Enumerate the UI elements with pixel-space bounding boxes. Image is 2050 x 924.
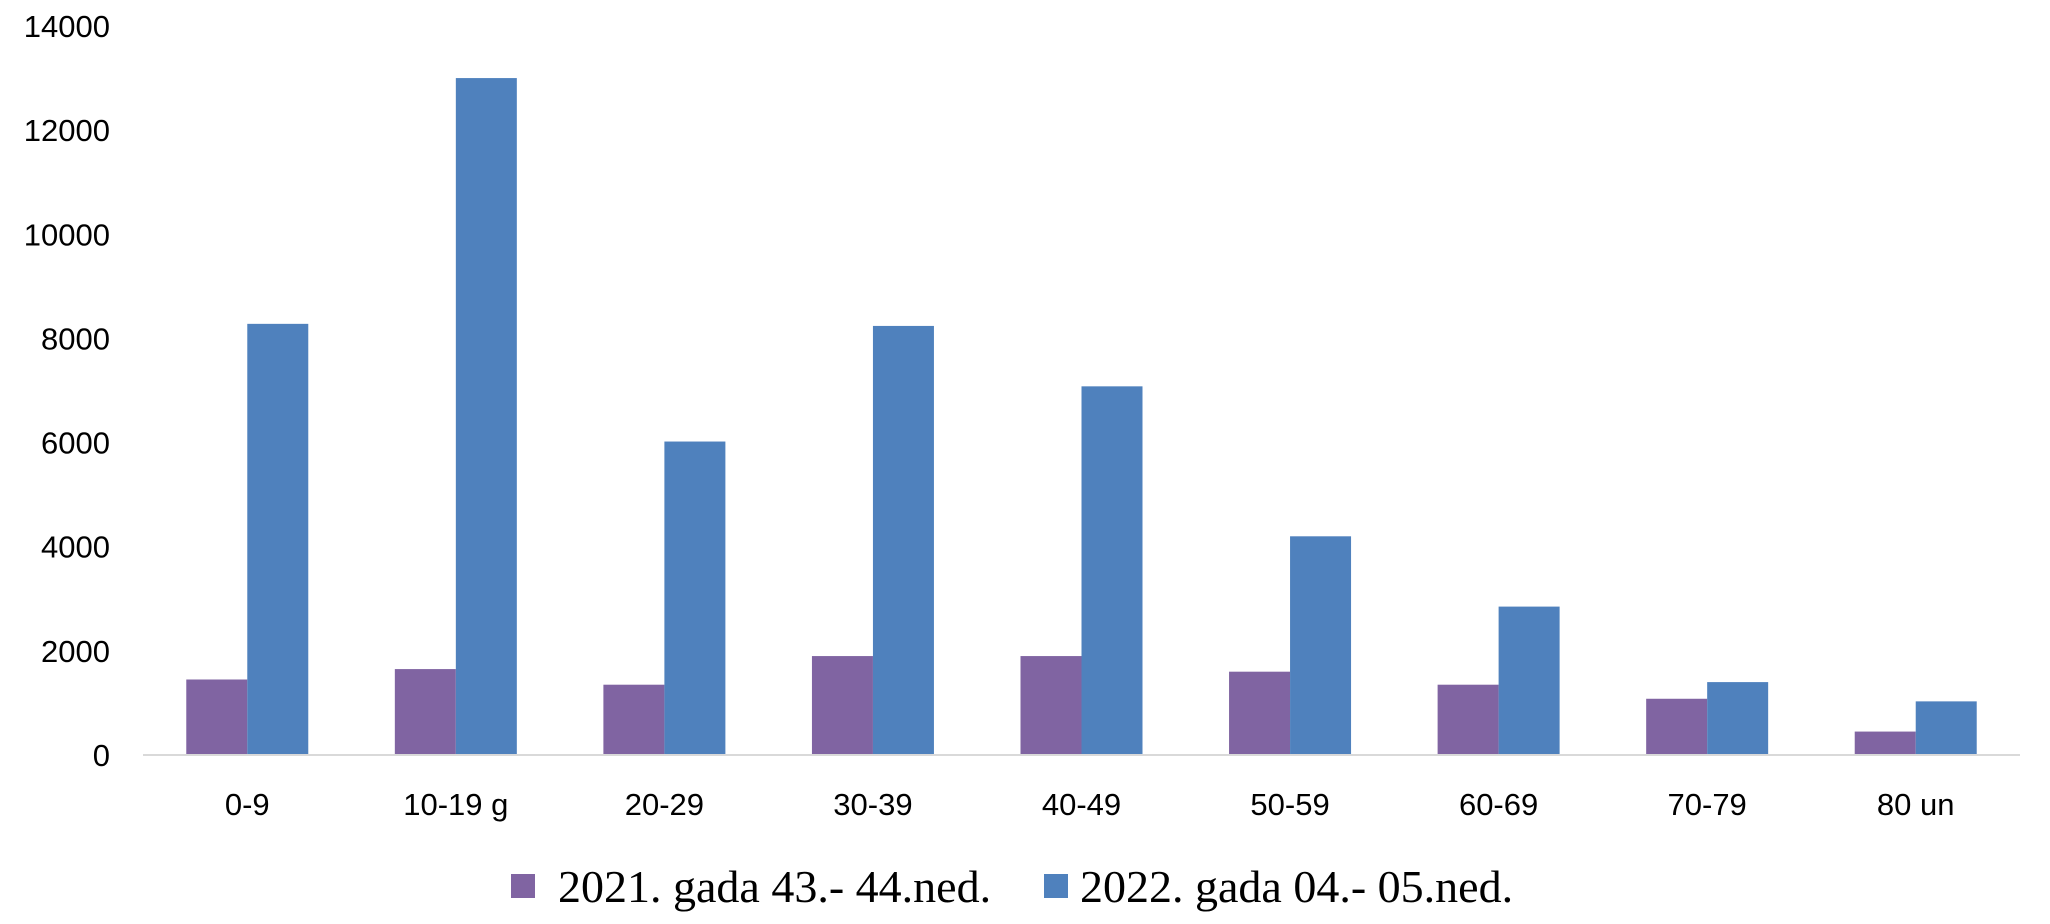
x-tick-label: 80 un [1877, 787, 1955, 822]
bar-series1-40-49 [1020, 656, 1082, 755]
bar-series1-20-29 [603, 684, 665, 755]
y-tick-label: 0 [93, 738, 110, 773]
x-tick-label: 40-49 [1042, 787, 1121, 822]
y-tick-label: 14000 [24, 9, 110, 44]
bar-series1-70-79 [1646, 698, 1708, 755]
x-tick-label: 50-59 [1250, 787, 1329, 822]
y-tick-label: 6000 [41, 426, 110, 461]
bar-series1-0-9 [186, 679, 248, 755]
legend-label: 2021. gada 43.- 44.ned. [558, 861, 991, 912]
bar-series2-30-39 [872, 325, 934, 755]
bar-series2-40-49 [1081, 386, 1143, 755]
y-axis-ticks: 0 2000 4000 6000 8000 10000 12000 14000 [24, 9, 110, 773]
bar-series2-60-69 [1498, 606, 1560, 755]
bars [186, 78, 1977, 756]
x-tick-label: 0-9 [225, 787, 270, 822]
x-tick-label: 20-29 [625, 787, 704, 822]
x-tick-label: 10-19 g [403, 787, 508, 822]
legend-swatch [1044, 874, 1068, 898]
y-tick-label: 4000 [41, 530, 110, 565]
bar-series2-20-29 [664, 441, 726, 755]
bar-series2-70-79 [1707, 682, 1769, 755]
legend-label: 2022. gada 04.- 05.ned. [1080, 861, 1513, 912]
bar-series1-30-39 [811, 656, 873, 755]
legend: 2021. gada 43.- 44.ned. 2022. gada 04.- 0… [511, 861, 1513, 912]
y-tick-label: 2000 [41, 634, 110, 669]
y-tick-label: 12000 [24, 113, 110, 148]
x-tick-label: 60-69 [1459, 787, 1538, 822]
bar-series2-0-9 [247, 323, 309, 755]
x-tick-label: 30-39 [833, 787, 912, 822]
bar-series1-10-19-g [394, 669, 456, 755]
y-tick-label: 8000 [41, 321, 110, 356]
y-tick-label: 10000 [24, 217, 110, 252]
bar-series1-60-69 [1437, 684, 1499, 755]
bar-series2-10-19-g [455, 78, 517, 756]
bar-series1-50-59 [1229, 671, 1291, 755]
bar-series1-80-un [1854, 731, 1916, 755]
x-axis-ticks: 0-9 10-19 g 20-29 30-39 40-49 50-59 60-69 70-79… [225, 787, 1955, 822]
bar-series2-80-un [1915, 701, 1977, 755]
legend-swatch [511, 874, 535, 898]
x-tick-label: 70-79 [1668, 787, 1747, 822]
bar-series2-50-59 [1290, 536, 1352, 755]
